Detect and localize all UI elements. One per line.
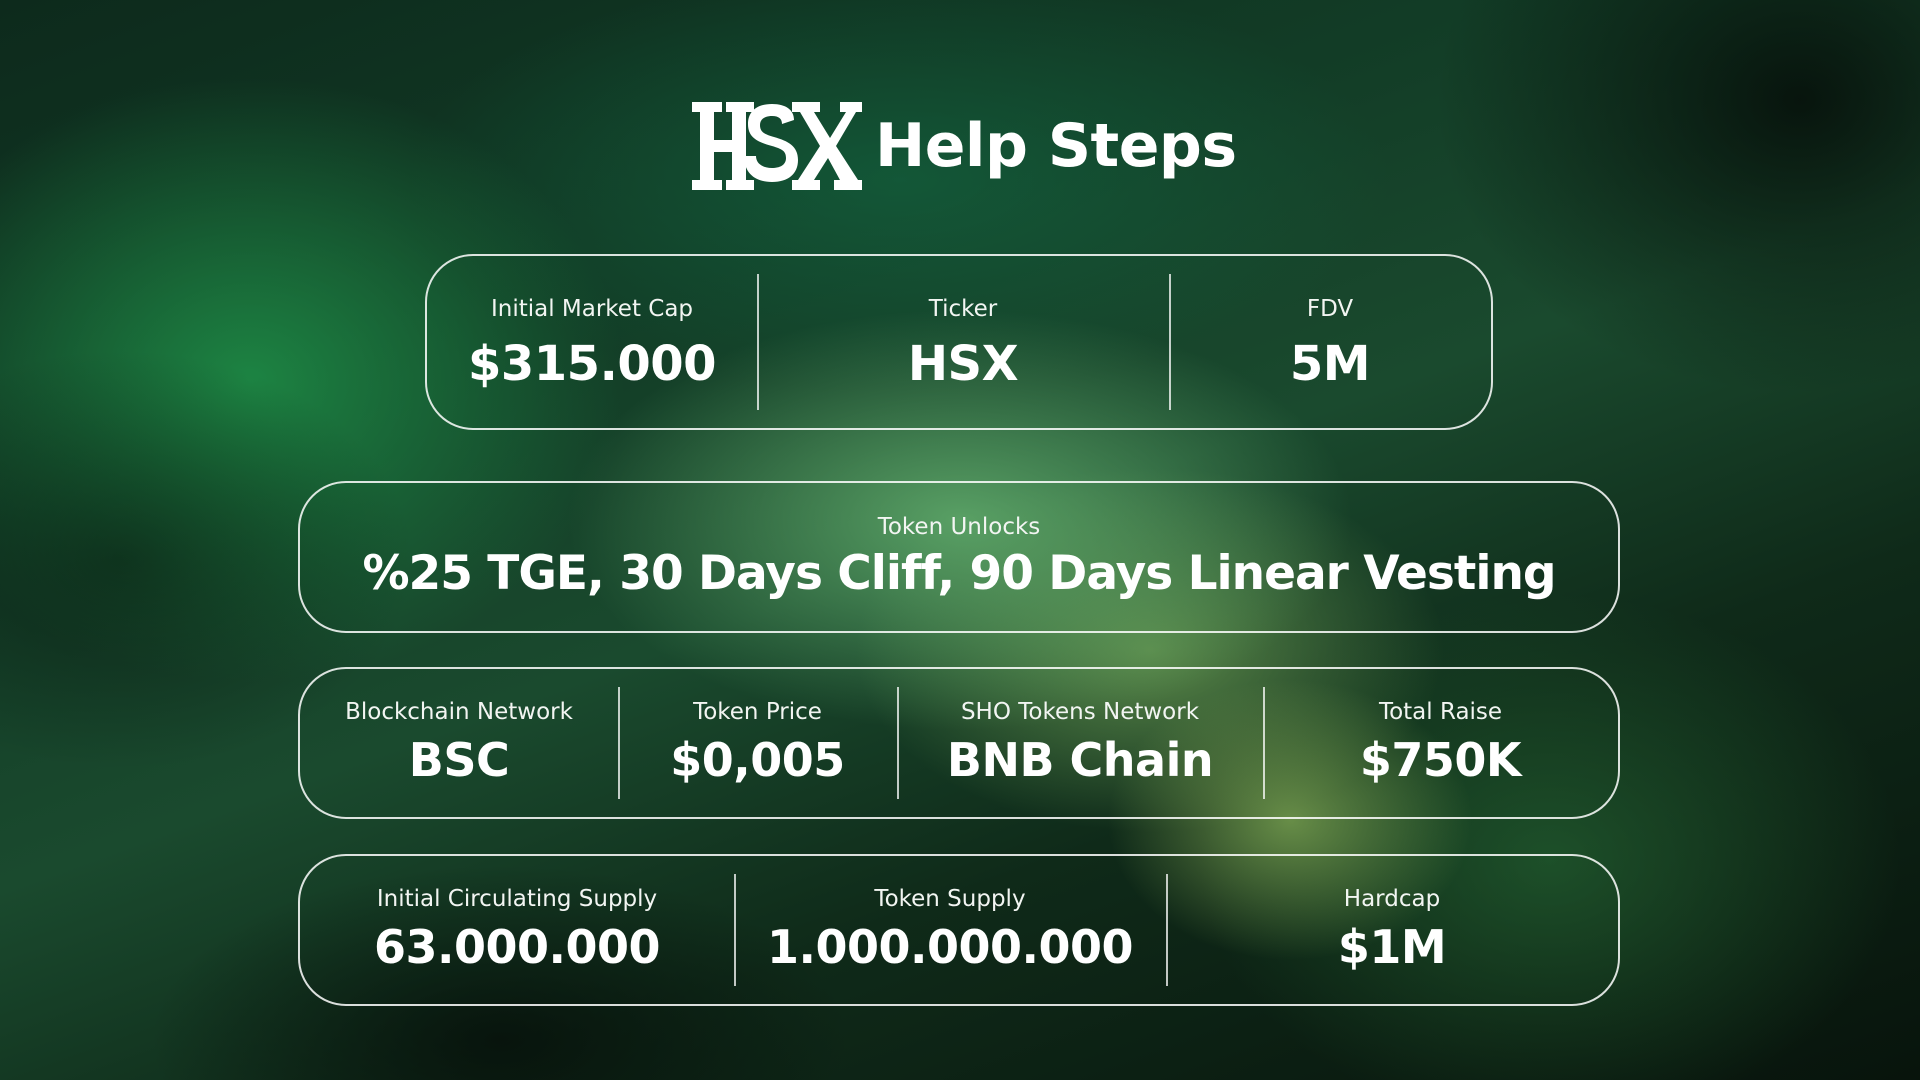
token-unlocks-card: Token Unlocks %25 TGE, 30 Days Cliff, 90… [298, 481, 1620, 633]
blockchain-network-cell: Blockchain Network BSC [300, 669, 618, 817]
ticker-label: Ticker [928, 295, 998, 322]
hardcap-label: Hardcap [1343, 886, 1441, 913]
initial-circulating-supply-value: 63.000.000 [373, 920, 661, 975]
total-raise-value: $750K [1359, 733, 1522, 788]
sho-tokens-network-cell: SHO Tokens Network BNB Chain [897, 669, 1263, 817]
token-supply-cell: Token Supply 1.000.000.000 [734, 856, 1166, 1004]
token-supply-label: Token Supply [874, 886, 1026, 913]
blockchain-network-label: Blockchain Network [345, 699, 573, 726]
hsx-logo [692, 102, 862, 190]
initial-circulating-supply-cell: Initial Circulating Supply 63.000.000 [300, 856, 734, 1004]
sho-tokens-network-value: BNB Chain [946, 733, 1214, 788]
token-unlocks-label: Token Unlocks [877, 513, 1041, 540]
ticker-cell: Ticker HSX [757, 256, 1169, 428]
hardcap-value: $1M [1337, 920, 1447, 975]
sho-tokens-network-label: SHO Tokens Network [960, 699, 1200, 726]
header: Help Steps [688, 100, 1237, 192]
fdv-value: 5M [1289, 336, 1371, 393]
hardcap-cell: Hardcap $1M [1166, 856, 1618, 1004]
token-unlocks-value: %25 TGE, 30 Days Cliff, 90 Days Linear V… [362, 545, 1556, 601]
initial-market-cap-cell: Initial Market Cap $315.000 [427, 256, 757, 428]
network-price-card: Blockchain Network BSC Token Price $0,00… [298, 667, 1620, 819]
supply-card: Initial Circulating Supply 63.000.000 To… [298, 854, 1620, 1006]
ticker-value: HSX [907, 336, 1019, 393]
token-price-value: $0,005 [670, 733, 845, 788]
fdv-label: FDV [1306, 295, 1354, 322]
page-title: Help Steps [875, 111, 1237, 181]
total-raise-cell: Total Raise $750K [1263, 669, 1618, 817]
token-supply-value: 1.000.000.000 [767, 920, 1134, 975]
blockchain-network-value: BSC [408, 733, 510, 788]
initial-market-cap-label: Initial Market Cap [490, 295, 694, 322]
token-price-cell: Token Price $0,005 [618, 669, 897, 817]
initial-circulating-supply-label: Initial Circulating Supply [376, 886, 658, 913]
token-price-label: Token Price [693, 699, 822, 726]
initial-market-cap-value: $315.000 [467, 336, 717, 393]
fdv-cell: FDV 5M [1169, 256, 1491, 428]
market-info-card: Initial Market Cap $315.000 Ticker HSX F… [425, 254, 1493, 430]
total-raise-label: Total Raise [1378, 699, 1503, 726]
